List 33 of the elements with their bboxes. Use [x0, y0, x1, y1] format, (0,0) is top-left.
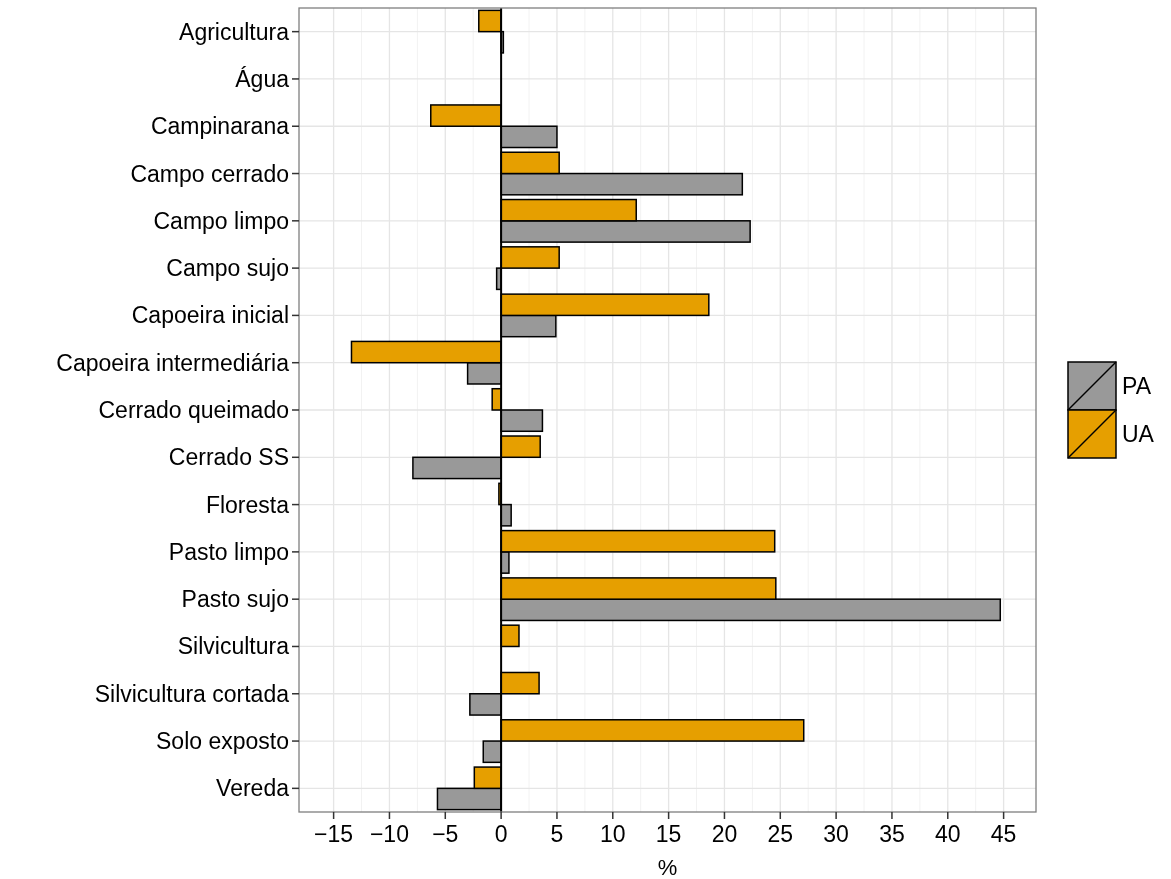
x-tick-label: 5: [550, 821, 564, 847]
x-tick-label: 45: [990, 821, 1017, 847]
y-tick-label: Pasto sujo: [181, 586, 289, 613]
y-tick-label: Campo sujo: [166, 255, 289, 282]
x-tick-label: −15: [314, 821, 354, 847]
legend-label: PA: [1122, 373, 1152, 399]
x-tick-label: 15: [655, 821, 682, 847]
x-tick-label: 20: [711, 821, 738, 847]
y-tick-label: Floresta: [205, 491, 290, 518]
y-tick-label: Pasto limpo: [168, 538, 289, 565]
x-tick-label: −10: [369, 821, 409, 847]
y-tick-label: Campo limpo: [153, 207, 289, 234]
x-axis-title: %: [657, 855, 678, 879]
y-tick-label: Vereda: [216, 775, 290, 802]
y-tick-label: Solo exposto: [156, 728, 289, 755]
x-tick-label: −5: [432, 821, 459, 847]
y-tick-label: Silvicultura: [177, 633, 290, 660]
x-tick-label: 10: [599, 821, 626, 847]
x-tick-label: 0: [494, 821, 508, 847]
y-tick-label: Agricultura: [179, 18, 290, 45]
y-tick-label: Campinarana: [150, 113, 290, 140]
y-tick-label: Cerrado SS: [168, 444, 289, 471]
x-tick-label: 40: [934, 821, 961, 847]
y-tick-label: Cerrado queimado: [98, 397, 289, 423]
y-tick-label: Capoeira intermediária: [56, 349, 290, 376]
y-tick-label: Capoeira inicial: [131, 302, 289, 329]
x-tick-label: 35: [879, 821, 905, 847]
y-tick-label: Água: [235, 65, 290, 92]
legend-label: UA: [1122, 421, 1155, 447]
y-tick-label: Silvicultura cortada: [94, 680, 290, 707]
x-tick-label: 30: [823, 821, 849, 847]
y-tick-label: Campo cerrado: [130, 160, 289, 187]
x-tick-label: 25: [767, 821, 794, 847]
